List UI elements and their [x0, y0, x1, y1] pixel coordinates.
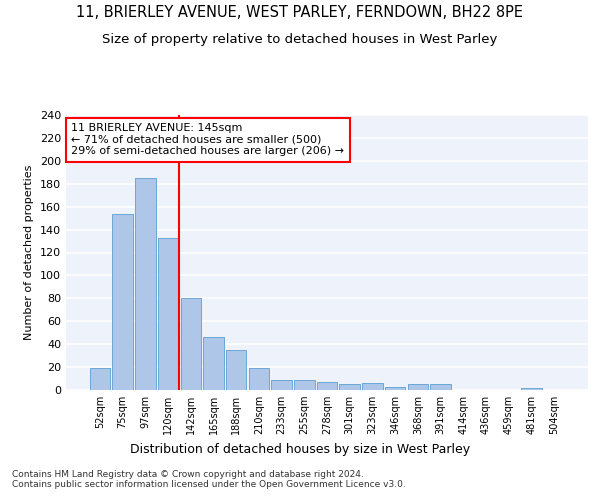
- Bar: [294, 380, 314, 390]
- Bar: [430, 384, 451, 390]
- Bar: [135, 178, 155, 390]
- Bar: [181, 298, 201, 390]
- Bar: [317, 382, 337, 390]
- Bar: [112, 214, 133, 390]
- Bar: [248, 368, 269, 390]
- Text: 11, BRIERLEY AVENUE, WEST PARLEY, FERNDOWN, BH22 8PE: 11, BRIERLEY AVENUE, WEST PARLEY, FERNDO…: [77, 5, 523, 20]
- Text: Distribution of detached houses by size in West Parley: Distribution of detached houses by size …: [130, 442, 470, 456]
- Bar: [203, 338, 224, 390]
- Bar: [226, 350, 247, 390]
- Y-axis label: Number of detached properties: Number of detached properties: [25, 165, 34, 340]
- Text: 11 BRIERLEY AVENUE: 145sqm
← 71% of detached houses are smaller (500)
29% of sem: 11 BRIERLEY AVENUE: 145sqm ← 71% of deta…: [71, 123, 344, 156]
- Bar: [271, 380, 292, 390]
- Bar: [362, 383, 383, 390]
- Bar: [158, 238, 178, 390]
- Bar: [407, 384, 428, 390]
- Bar: [521, 388, 542, 390]
- Text: Size of property relative to detached houses in West Parley: Size of property relative to detached ho…: [103, 32, 497, 46]
- Bar: [385, 386, 406, 390]
- Bar: [90, 368, 110, 390]
- Bar: [340, 384, 360, 390]
- Text: Contains HM Land Registry data © Crown copyright and database right 2024.
Contai: Contains HM Land Registry data © Crown c…: [12, 470, 406, 490]
